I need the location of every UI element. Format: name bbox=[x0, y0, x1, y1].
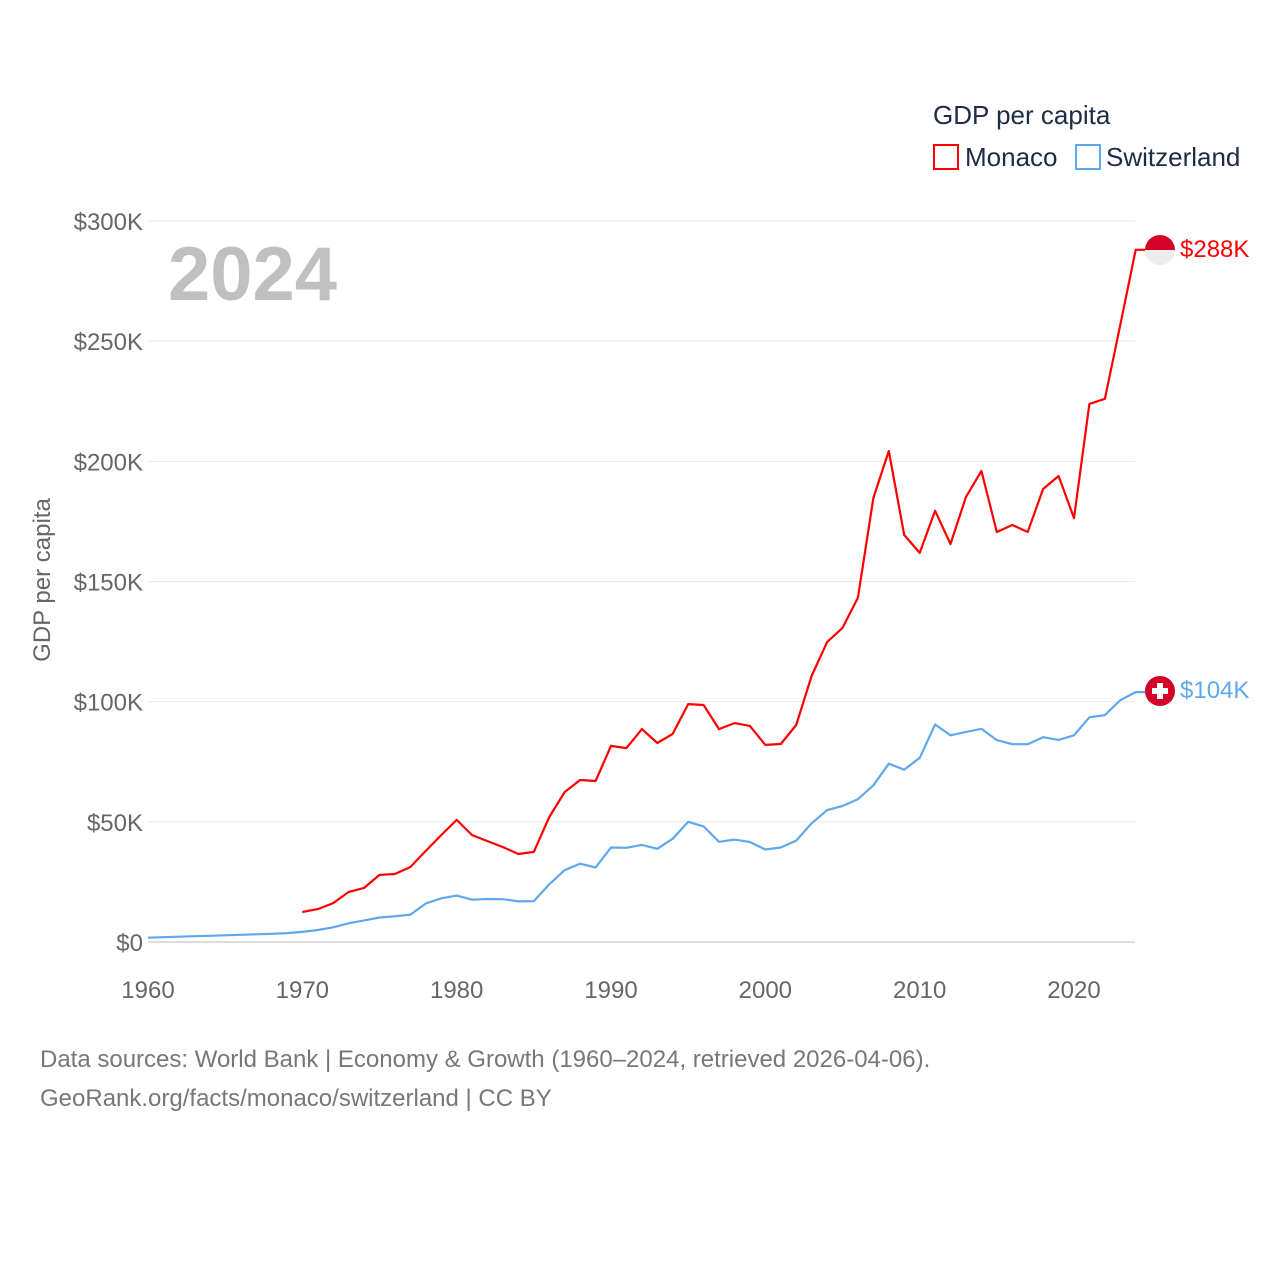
switzerland-end-label: $104K bbox=[1180, 677, 1249, 704]
gridlines bbox=[148, 220, 1135, 943]
x-tick-label: 2000 bbox=[739, 977, 792, 1004]
x-tick-label: 1990 bbox=[584, 977, 637, 1004]
legend-label-monaco: Monaco bbox=[965, 142, 1058, 172]
legend-item-switzerland[interactable]: Switzerland bbox=[1075, 142, 1240, 172]
legend-item-monaco[interactable]: Monaco bbox=[933, 142, 1058, 172]
source-note: Data sources: World Bank | Economy & Gro… bbox=[40, 1046, 931, 1073]
monaco-flag-icon bbox=[1145, 235, 1175, 265]
legend-swatch-monaco bbox=[933, 144, 959, 170]
x-tick-label: 2020 bbox=[1047, 977, 1100, 1004]
year-label: 2024 bbox=[168, 232, 337, 317]
y-tick-label: $250K bbox=[74, 329, 143, 356]
x-tick-label: 2010 bbox=[893, 977, 946, 1004]
source-link[interactable]: GeoRank.org/facts/monaco/switzerland | C… bbox=[40, 1085, 552, 1112]
series-line-monaco bbox=[302, 248, 1145, 914]
x-tick-label: 1980 bbox=[430, 977, 483, 1004]
x-tick-label: 1960 bbox=[121, 977, 174, 1004]
y-tick-label: $150K bbox=[74, 570, 143, 597]
x-tick-label: 1970 bbox=[276, 977, 329, 1004]
y-tick-label: $200K bbox=[74, 449, 143, 476]
y-axis-label: GDP per capita bbox=[29, 498, 56, 662]
series-line-switzerland bbox=[147, 690, 1145, 939]
legend-label-switzerland: Switzerland bbox=[1106, 142, 1240, 172]
series-lines bbox=[147, 248, 1145, 939]
monaco-end-label: $288K bbox=[1180, 236, 1249, 263]
x-axis-ticks: 1960 1970 1980 1990 2000 2010 2020 bbox=[121, 977, 1100, 1004]
y-tick-label: $50K bbox=[87, 810, 143, 837]
y-tick-label: $0 bbox=[116, 930, 143, 957]
legend-title: GDP per capita bbox=[933, 100, 1111, 130]
y-axis-ticks: $0 $50K $100K $150K $200K $250K $300K bbox=[74, 209, 143, 957]
y-tick-label: $100K bbox=[74, 690, 143, 717]
switzerland-flag-icon bbox=[1145, 676, 1175, 706]
legend-swatch-switzerland bbox=[1075, 144, 1101, 170]
y-tick-label: $300K bbox=[74, 209, 143, 236]
